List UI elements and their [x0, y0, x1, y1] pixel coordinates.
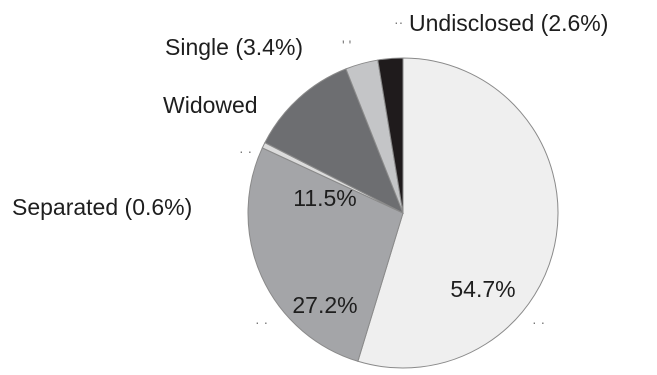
artifact-dots-3: · · — [239, 143, 252, 159]
artifact-dots-4: · · — [255, 314, 268, 330]
artifact-dots-2: ' ' — [342, 37, 351, 53]
value-label-54-7: 54.7% — [450, 276, 515, 302]
value-label-27-2: 27.2% — [292, 292, 357, 318]
label-single: Single (3.4%) — [165, 34, 303, 60]
slice-widowed — [264, 68, 404, 215]
slice-54-7 — [357, 57, 559, 369]
label-undisclosed: Undisclosed (2.6%) — [409, 10, 608, 36]
slice-27-2 — [247, 147, 404, 362]
label-separated: Separated (0.6%) — [12, 194, 192, 220]
slice-undisclosed — [377, 57, 404, 214]
label-widowed: Widowed — [163, 92, 258, 118]
artifact-dots-1: ·· — [394, 14, 403, 30]
value-label-11-5: 11.5% — [293, 185, 357, 211]
artifact-dots-5: · · — [532, 314, 545, 330]
